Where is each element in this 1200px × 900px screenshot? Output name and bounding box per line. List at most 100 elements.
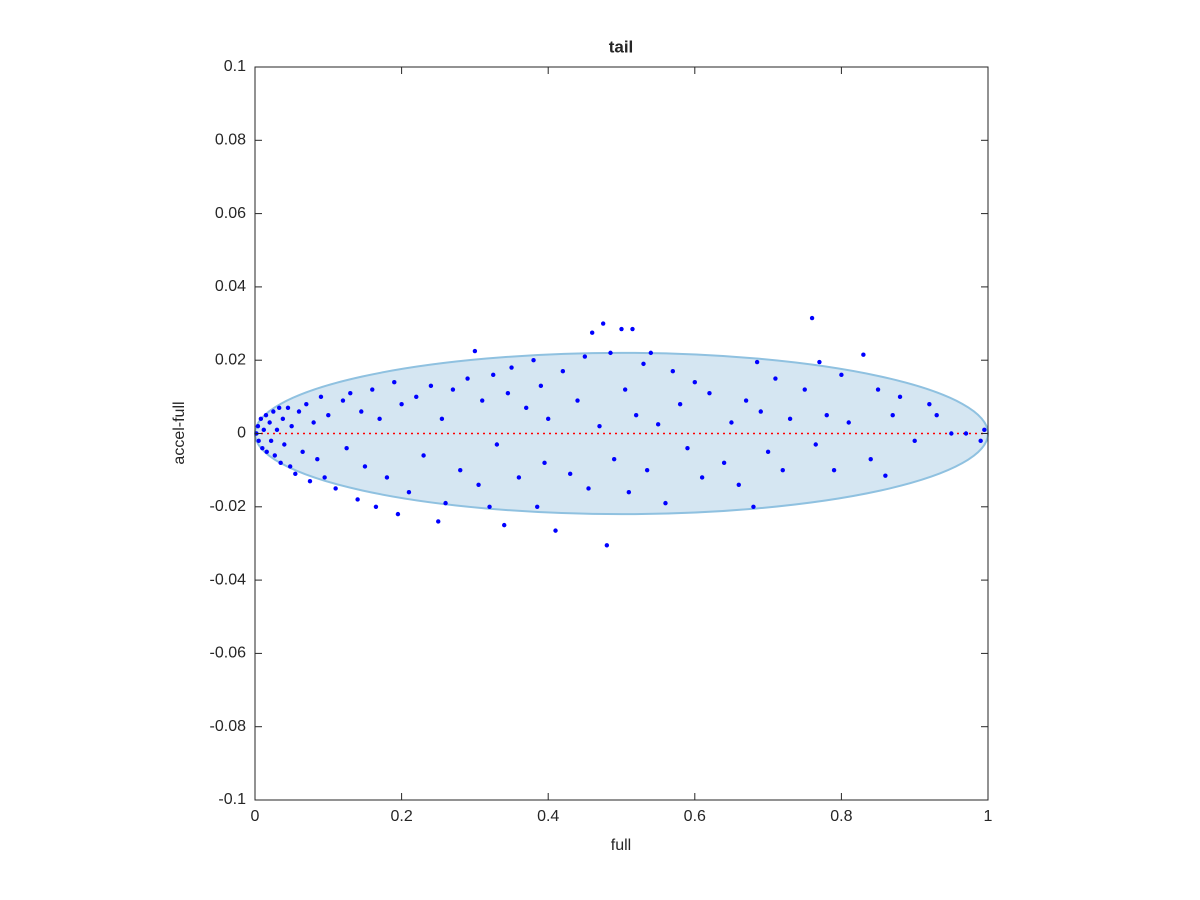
- x-axis-label: full: [611, 837, 631, 854]
- scatter-point: [480, 398, 485, 403]
- scatter-point: [472, 348, 478, 354]
- scatter-point: [758, 409, 763, 414]
- scatter-point: [608, 350, 613, 356]
- scatter-point: [883, 473, 888, 478]
- scatter-point: [494, 442, 500, 447]
- y-axis-label: accel-full: [171, 401, 188, 464]
- scatter-point: [641, 361, 646, 367]
- scatter-point: [831, 467, 837, 473]
- scatter-point: [274, 427, 280, 433]
- scatter-point: [263, 412, 269, 418]
- scatter-point: [395, 511, 401, 517]
- scatter-point: [868, 456, 873, 462]
- scatter-point: [260, 445, 265, 451]
- y-tick-label: -0.1: [218, 791, 246, 808]
- scatter-point: [502, 522, 507, 528]
- scatter-point: [267, 420, 272, 425]
- scatter-point: [586, 486, 591, 491]
- scatter-point: [326, 412, 331, 418]
- scatter-point: [692, 379, 697, 385]
- scatter-point: [633, 412, 639, 418]
- y-tick-label: -0.08: [210, 718, 247, 735]
- x-tick-label: 0.8: [830, 808, 852, 825]
- scatter-point: [817, 359, 822, 365]
- x-tick-label: 0.4: [537, 808, 559, 825]
- scatter-point: [699, 475, 705, 480]
- scatter-point: [458, 467, 463, 473]
- scatter-point: [875, 387, 881, 392]
- scatter-point: [949, 431, 954, 436]
- y-tick-label: 0.08: [215, 132, 246, 149]
- scatter-point: [846, 420, 851, 425]
- y-tick-label: 0.02: [215, 351, 246, 368]
- scatter-point: [619, 326, 624, 332]
- scatter-point: [293, 471, 298, 477]
- scatter-point: [897, 394, 903, 400]
- scatter-point: [282, 442, 287, 447]
- scatter-point: [439, 416, 445, 422]
- y-tick-label: 0.04: [215, 278, 246, 295]
- scatter-point: [934, 412, 939, 418]
- x-tick-label: 0.2: [390, 808, 412, 825]
- scatter-point: [736, 482, 741, 488]
- scatter-point: [773, 376, 778, 381]
- y-tick-label: -0.04: [210, 571, 247, 588]
- scatter-point: [560, 368, 566, 374]
- scatter-point: [315, 456, 320, 462]
- scatter-point: [754, 359, 760, 365]
- scatter-point: [450, 387, 456, 392]
- scatter-point: [271, 409, 276, 414]
- scatter-point: [384, 475, 390, 480]
- scatter-point: [280, 416, 286, 422]
- y-tick-label: 0.06: [215, 205, 246, 222]
- scatter-point: [535, 504, 540, 509]
- scatter-point: [890, 412, 895, 418]
- y-tick-label: 0: [237, 425, 246, 442]
- scatter-point: [809, 315, 815, 321]
- y-tick-label: 0.1: [224, 58, 246, 75]
- scatter-point: [516, 475, 522, 480]
- scatter-point: [487, 504, 492, 509]
- scatter-point: [272, 453, 277, 458]
- scatter-point: [630, 326, 635, 332]
- scatter-point: [287, 464, 293, 469]
- chart-title: tail: [609, 37, 634, 56]
- scatter-point: [261, 427, 266, 433]
- scatter-point: [655, 422, 661, 427]
- scatter-point: [392, 379, 397, 385]
- scatter-point: [721, 460, 727, 466]
- scatter-point: [644, 467, 650, 473]
- scatter-point: [377, 416, 382, 422]
- scatter-point: [278, 460, 283, 466]
- scatter-point: [663, 500, 668, 506]
- scatter-point: [677, 401, 683, 407]
- scatter-point: [524, 405, 529, 411]
- scatter-point: [370, 387, 375, 392]
- scatter-point: [348, 390, 353, 396]
- scatter-point: [304, 401, 309, 407]
- scatter-point: [255, 423, 261, 429]
- scatter-point: [491, 372, 496, 378]
- scatter-point: [963, 431, 969, 436]
- scatter-point: [839, 372, 844, 378]
- scatter-point: [436, 519, 441, 524]
- x-tick-label: 0: [251, 808, 260, 825]
- scatter-point: [982, 427, 987, 433]
- scatter-point: [729, 420, 734, 425]
- scatter-point: [765, 449, 771, 455]
- scatter-point: [787, 416, 793, 422]
- scatter-point: [553, 528, 558, 533]
- scatter-point: [575, 398, 580, 403]
- scatter-point: [476, 482, 481, 488]
- scatter-point: [582, 354, 588, 359]
- scatter-point: [322, 475, 327, 480]
- scatter-point: [685, 445, 690, 451]
- scatter-point: [276, 405, 282, 411]
- scatter-point: [406, 489, 412, 495]
- scatter-point: [428, 383, 434, 389]
- scatter-point: [670, 368, 676, 374]
- scatter-point: [318, 394, 324, 400]
- scatter-point: [600, 321, 606, 326]
- scatter-point: [289, 423, 294, 429]
